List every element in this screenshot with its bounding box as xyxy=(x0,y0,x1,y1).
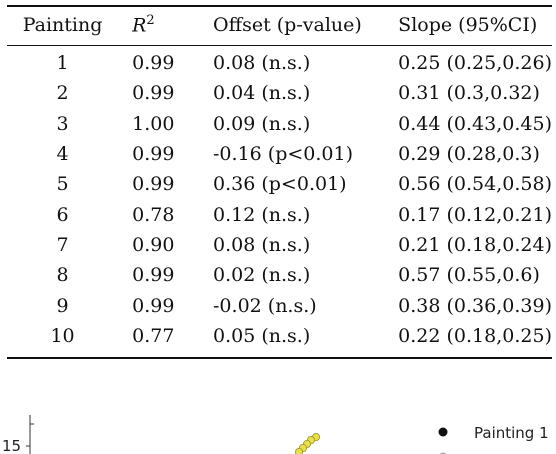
scatter-point xyxy=(295,448,303,454)
header-r-squared-exponent: 2 xyxy=(146,13,155,29)
cell-slope: 0.21 (0.18,0.24) xyxy=(398,233,552,256)
cell-painting: 7 xyxy=(56,233,69,256)
table-row: 6 0.78 0.12 (n.s.) 0.17 (0.12,0.21) xyxy=(7,199,553,229)
cell-r-squared: 0.99 xyxy=(132,143,175,166)
cell-offset: 0.08 (n.s.) xyxy=(213,52,311,75)
cell-r-squared: 0.99 xyxy=(132,264,175,287)
cell-offset: 0.36 (p<0.01) xyxy=(213,173,347,196)
cell-painting: 10 xyxy=(50,324,75,347)
table-row: 3 1.00 0.09 (n.s.) 0.44 (0.43,0.45) xyxy=(7,109,553,139)
cell-offset: 0.05 (n.s.) xyxy=(213,324,311,347)
cell-painting: 4 xyxy=(56,143,69,166)
table-bottom-rule xyxy=(7,357,552,359)
legend: Painting 1 xyxy=(438,424,549,454)
table-body: 1 0.99 0.08 (n.s.) 0.25 (0.25,0.26) 2 0.99 0.0… xyxy=(7,44,552,351)
legend-marker-painting-1 xyxy=(438,427,448,437)
table-top-rule xyxy=(7,5,552,7)
cell-offset: 0.09 (n.s.) xyxy=(213,112,311,135)
table-row: 7 0.90 0.08 (n.s.) 0.21 (0.18,0.24) xyxy=(7,230,553,260)
cell-painting: 1 xyxy=(56,52,69,75)
results-table: Painting R2 Offset (p-value) Slope (95%C… xyxy=(7,6,552,351)
legend-label-painting-1: Painting 1 xyxy=(474,424,549,442)
cell-slope: 0.25 (0.25,0.26) xyxy=(398,52,552,75)
header-offset: Offset (p-value) xyxy=(213,14,362,36)
cell-offset: 0.08 (n.s.) xyxy=(213,233,311,256)
scatter-points xyxy=(295,433,320,454)
cell-r-squared: 0.99 xyxy=(132,52,175,75)
cell-painting: 6 xyxy=(56,203,69,226)
cell-r-squared: 0.99 xyxy=(132,294,175,317)
table-header-row: Painting R2 Offset (p-value) Slope (95%C… xyxy=(7,6,552,44)
table-row: 1 0.99 0.08 (n.s.) 0.25 (0.25,0.26) xyxy=(7,44,553,78)
cell-slope: 0.44 (0.43,0.45) xyxy=(398,112,552,135)
cell-r-squared: 0.99 xyxy=(132,82,175,105)
cell-slope: 0.17 (0.12,0.21) xyxy=(398,203,552,226)
table-row: 2 0.99 0.04 (n.s.) 0.31 (0.3,0.32) xyxy=(7,78,552,108)
cell-r-squared: 0.78 xyxy=(132,203,175,226)
cell-offset: 0.02 (n.s.) xyxy=(213,264,311,287)
cell-slope: 0.56 (0.54,0.58) xyxy=(398,173,552,196)
cell-r-squared: 0.77 xyxy=(132,324,175,347)
header-r-squared: R2 xyxy=(118,6,213,44)
table-row: 8 0.99 0.02 (n.s.) 0.57 (0.55,0.6) xyxy=(7,260,552,290)
header-slope: Slope (95%CI) xyxy=(398,14,538,36)
header-painting: Painting xyxy=(22,14,103,36)
cell-r-squared: 0.90 xyxy=(132,233,175,256)
table-header-rule xyxy=(7,45,552,46)
cell-slope: 0.57 (0.55,0.6) xyxy=(398,264,540,287)
cell-offset: -0.02 (n.s.) xyxy=(213,294,317,317)
table-row: 5 0.99 0.36 (p<0.01) 0.56 (0.54,0.58) xyxy=(7,169,553,199)
cell-painting: 5 xyxy=(56,173,69,196)
cell-painting: 9 xyxy=(56,294,69,317)
table-row: 10 0.77 0.05 (n.s.) 0.22 (0.18,0.25) xyxy=(7,321,552,351)
cell-slope: 0.22 (0.18,0.25) xyxy=(398,324,552,347)
cell-slope: 0.29 (0.28,0.3) xyxy=(398,143,540,166)
cell-r-squared: 1.00 xyxy=(132,112,175,135)
cell-offset: 0.04 (n.s.) xyxy=(213,82,311,105)
table-row: 4 0.99 -0.16 (p<0.01) 0.29 (0.28,0.3) xyxy=(7,139,552,169)
cell-painting: 2 xyxy=(56,82,69,105)
header-r-squared-base: R xyxy=(132,14,147,37)
table-row: 9 0.99 -0.02 (n.s.) 0.38 (0.36,0.39) xyxy=(7,290,553,320)
cell-slope: 0.31 (0.3,0.32) xyxy=(398,82,540,105)
scatter-figure: 15 Painting 1 xyxy=(2,415,549,454)
cell-offset: -0.16 (p<0.01) xyxy=(213,143,353,166)
cell-painting: 3 xyxy=(56,112,69,135)
cell-slope: 0.38 (0.36,0.39) xyxy=(398,294,552,317)
cell-painting: 8 xyxy=(56,264,69,287)
cell-offset: 0.12 (n.s.) xyxy=(213,203,311,226)
y-tick-label-15: 15 xyxy=(2,437,21,454)
cell-r-squared: 0.99 xyxy=(132,173,175,196)
